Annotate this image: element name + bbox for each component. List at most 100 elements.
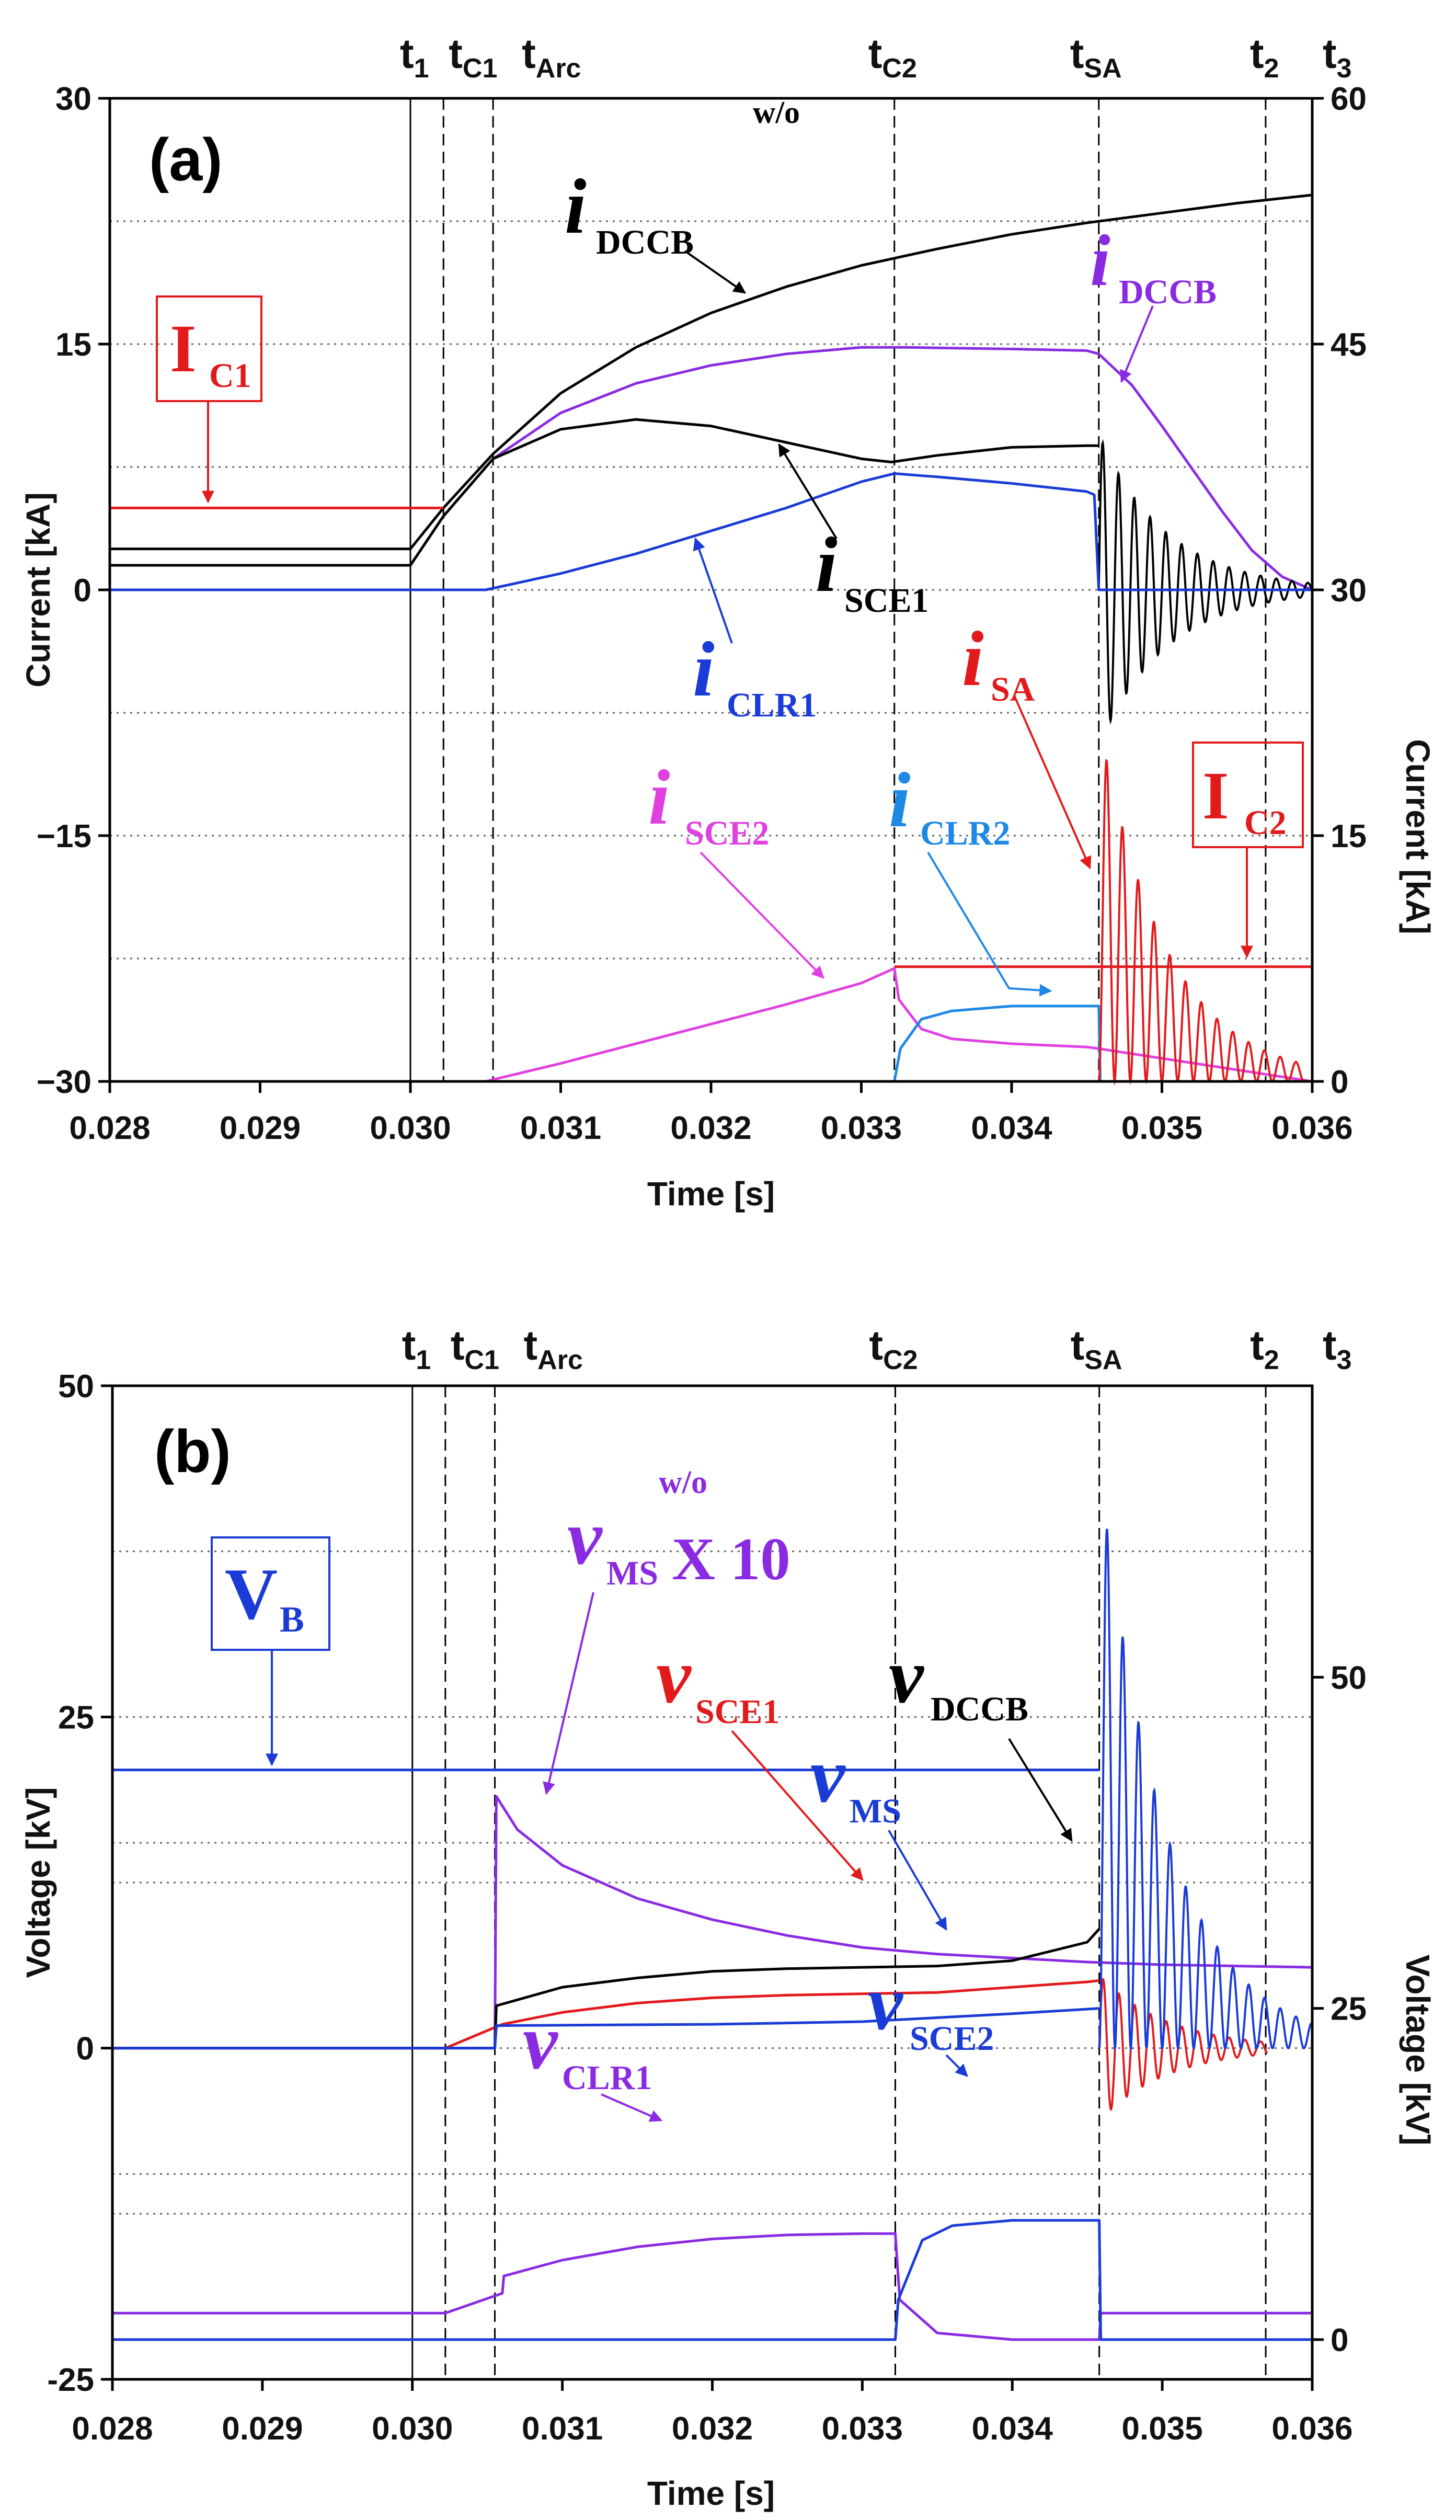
event-label-sa: tSA	[1071, 1322, 1122, 1375]
arrow-v-ms	[888, 1829, 947, 1931]
event-label-c2: tC2	[868, 30, 917, 84]
panel-a-arrows	[202, 250, 1253, 997]
series-v-ms-w-o-x-10	[112, 1795, 1313, 2050]
x-tick-label: 0.033	[822, 2411, 903, 2447]
event-label-c1: tC1	[449, 30, 497, 84]
y-tick-label-left: 30	[55, 81, 91, 117]
svg-text:X 10: X 10	[672, 1526, 790, 1592]
y-tick-label-right: 0	[1331, 1064, 1348, 1100]
svg-text:v: v	[656, 1633, 692, 1719]
series-i-sce1	[110, 418, 1099, 567]
series-v-clr1	[112, 2232, 1312, 2341]
svg-text:I: I	[1202, 758, 1229, 834]
x-tick-label: 0.028	[69, 1110, 150, 1146]
label-i-dccb-wo: i DCCB w/o	[565, 95, 800, 261]
x-tick-label: 0.032	[670, 1110, 751, 1146]
panel-a-xlabel: Time [s]	[647, 1175, 775, 1213]
svg-text:v: v	[523, 1999, 558, 2085]
event-label-3: t3	[1323, 30, 1352, 84]
svg-text:SCE1: SCE1	[695, 1693, 779, 1731]
series-v-dccb	[112, 1928, 1100, 2050]
x-tick-label: 0.032	[672, 2411, 753, 2447]
event-label-arc: tArc	[522, 30, 581, 84]
panel-a-ylabel-left: Current [kA]	[19, 492, 57, 687]
panel-a-annotations: i DCCB w/o i DCCB I C1 i SCE1 i	[156, 95, 1304, 852]
y-tick-label-right: 30	[1331, 573, 1367, 609]
y-tick-label-right: 0	[1331, 2322, 1348, 2358]
series-envelope	[1098, 1529, 1313, 2053]
label-v-dccb: v DCCB	[889, 1633, 1028, 1728]
svg-text:MS: MS	[606, 1554, 658, 1592]
svg-text:DCCB: DCCB	[1119, 273, 1217, 311]
y-tick-label-right: 25	[1331, 1991, 1367, 2027]
x-tick-label: 0.036	[1271, 2411, 1352, 2447]
svg-text:C2: C2	[1244, 804, 1287, 842]
y-tick-label-left: 0	[76, 2031, 94, 2067]
series-oscillation	[1098, 1978, 1268, 2111]
arrow-i-sce1	[778, 443, 838, 540]
label-v-clr1: v CLR1	[523, 1999, 652, 2097]
arrow-v-ms-wo	[543, 1592, 594, 1795]
event-label-c1: tC1	[451, 1322, 499, 1375]
svg-text:i: i	[693, 626, 715, 713]
label-v-ms: v MS	[810, 1732, 901, 1830]
arrow-v-sce1	[731, 1730, 864, 1881]
svg-text:C1: C1	[209, 357, 251, 395]
x-tick-label: 0.031	[520, 1110, 601, 1146]
svg-text:V: V	[225, 1554, 278, 1635]
label-v-sce1: v SCE1	[656, 1633, 779, 1731]
series-i-dccb-w-o	[110, 193, 1313, 551]
panel-b-ylabel-left: Voltage [kV]	[19, 1787, 57, 1978]
svg-text:v: v	[567, 1494, 603, 1581]
svg-text:v: v	[810, 1732, 846, 1819]
x-tick-label: 0.036	[1271, 1110, 1352, 1146]
panel-b-label: (b)	[154, 1418, 231, 1485]
x-tick-label: 0.035	[1122, 2411, 1203, 2447]
svg-text:DCCB: DCCB	[596, 223, 694, 261]
event-label-sa: tSA	[1070, 30, 1122, 84]
label-i-clr2: i CLR2	[889, 757, 1010, 852]
event-label-2: t2	[1250, 30, 1279, 84]
panel-b-ticks: 0.028 0.029 0.030 0.031 0.032 0.033 0.034 0.035…	[47, 1369, 1367, 2447]
x-tick-label: 0.029	[220, 1110, 301, 1146]
svg-text:i: i	[648, 754, 670, 841]
arrow-i-dccb-wo	[684, 250, 746, 294]
svg-text:SCE2: SCE2	[685, 814, 769, 852]
svg-text:SCE2: SCE2	[910, 2020, 994, 2058]
arrow-v-sce2	[945, 2054, 968, 2077]
x-tick-label: 0.030	[372, 2411, 453, 2447]
series-i-clr1	[110, 472, 1312, 591]
svg-text:v: v	[889, 1633, 924, 1719]
series-v-sce1	[112, 1979, 1099, 2050]
svg-text:CLR2: CLR2	[920, 814, 1010, 852]
label-i-dccb: i DCCB	[1090, 220, 1217, 311]
label-i-sa: i SA	[962, 615, 1035, 709]
svg-text:CLR1: CLR1	[727, 686, 817, 724]
series-oscillation	[1097, 439, 1313, 725]
x-tick-label: 0.034	[972, 2411, 1053, 2447]
label-v-b: V B	[211, 1536, 330, 1651]
arrow-i-clr2	[927, 851, 1052, 997]
y-tick-label-left: 0	[74, 573, 91, 609]
svg-text:MS: MS	[850, 1792, 901, 1830]
label-i-c1: I C1	[156, 295, 262, 402]
panel-b-xlabel: Time [s]	[647, 2475, 775, 2512]
svg-text:i: i	[565, 163, 587, 250]
x-tick-label: 0.031	[522, 2411, 603, 2447]
y-tick-label-left: 25	[58, 1700, 94, 1736]
svg-text:i: i	[962, 615, 984, 702]
label-v-ms-wo: v MS w/o X 10	[567, 1465, 790, 1592]
event-label-3: t3	[1323, 1322, 1352, 1375]
arrow-i-sa	[1013, 695, 1092, 870]
svg-text:DCCB: DCCB	[931, 1690, 1028, 1728]
x-tick-label: 0.033	[821, 1110, 902, 1146]
arrow-i-sce2	[700, 851, 824, 979]
x-tick-label: 0.029	[222, 2411, 303, 2447]
svg-text:w/o: w/o	[753, 95, 800, 130]
label-i-clr1: i CLR1	[693, 626, 817, 724]
panel-a-ylabel-right: Current [kA]	[1399, 739, 1437, 934]
x-tick-label: 0.028	[72, 2411, 153, 2447]
y-tick-label-left: 50	[58, 1369, 94, 1405]
panel-b-ylabel-right: Voltage [kV]	[1399, 1954, 1437, 2145]
